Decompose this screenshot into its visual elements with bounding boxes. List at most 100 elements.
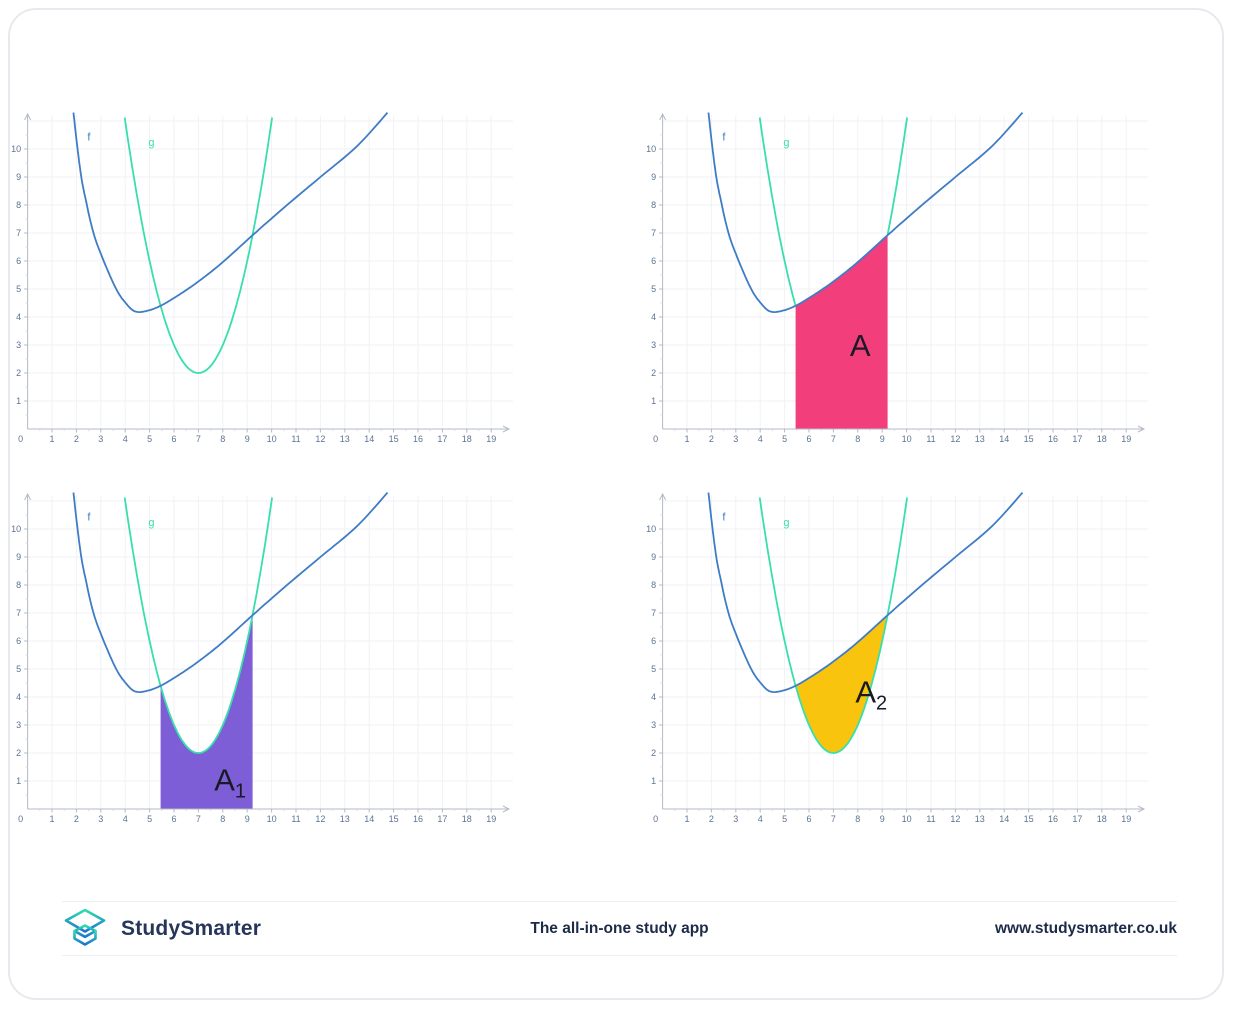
svg-text:9: 9 (245, 434, 250, 444)
page-card (8, 8, 1224, 1000)
svg-text:6: 6 (651, 256, 656, 266)
svg-text:9: 9 (16, 552, 21, 562)
curve-g (123, 497, 273, 754)
svg-text:14: 14 (999, 814, 1009, 824)
svg-text:1: 1 (49, 814, 54, 824)
svg-text:5: 5 (147, 434, 152, 444)
svg-text:7: 7 (16, 228, 21, 238)
curve-f (72, 492, 389, 694)
svg-text:10: 10 (11, 524, 21, 534)
svg-text:5: 5 (651, 664, 656, 674)
svg-text:8: 8 (855, 434, 860, 444)
svg-text:2: 2 (709, 434, 714, 444)
svg-text:4: 4 (651, 692, 656, 702)
svg-text:6: 6 (806, 814, 811, 824)
svg-text:2: 2 (74, 814, 79, 824)
svg-text:1: 1 (651, 396, 656, 406)
svg-text:5: 5 (16, 284, 21, 294)
plot-panel-curves-only: 0 1 2 3 4 5 6 7 8 9 10 11 12 13 14 15 16 17 18 19 1 2 3 4 5 6 7 8 9 1… (10, 100, 600, 460)
svg-text:4: 4 (16, 312, 21, 322)
svg-text:7: 7 (831, 814, 836, 824)
svg-text:4: 4 (123, 434, 128, 444)
brand: StudySmarter (62, 907, 261, 951)
svg-text:4: 4 (123, 814, 128, 824)
plot-area-A1: 0 1 2 3 4 5 6 7 8 9 10 11 12 13 14 15 16 17 18 191234567891… (11, 492, 513, 824)
svg-text:3: 3 (651, 340, 656, 350)
curve-g (758, 117, 797, 306)
svg-text:10: 10 (902, 814, 912, 824)
svg-text:0: 0 (18, 434, 23, 444)
svg-text:9: 9 (880, 434, 885, 444)
svg-text:2: 2 (74, 434, 79, 444)
svg-text:12: 12 (950, 814, 960, 824)
curve-f (707, 492, 1024, 694)
svg-text:14: 14 (999, 434, 1009, 444)
svg-text:8: 8 (651, 580, 656, 590)
svg-text:17: 17 (1072, 814, 1082, 824)
plot-area-A2: 0 1 2 3 4 5 6 7 8 9 10 11 12 13 14 15 16 17 18 191234567891… (646, 492, 1148, 824)
svg-text:6: 6 (806, 434, 811, 444)
svg-text:16: 16 (413, 434, 423, 444)
shaded-region (795, 615, 888, 753)
curve-f-label: f (87, 132, 91, 144)
svg-text:4: 4 (758, 814, 763, 824)
svg-text:2: 2 (651, 368, 656, 378)
svg-text:16: 16 (1048, 434, 1058, 444)
curve-f-label: f (722, 512, 726, 524)
shaded-region (160, 615, 253, 809)
svg-text:18: 18 (462, 814, 472, 824)
curve-f (707, 112, 1024, 314)
svg-text:9: 9 (16, 172, 21, 182)
svg-text:15: 15 (389, 814, 399, 824)
plot-area-A: 0 1 2 3 4 5 6 7 8 9 10 11 12 13 14 15 16 17 18 191234567891… (646, 112, 1148, 444)
svg-text:0: 0 (18, 814, 23, 824)
svg-text:6: 6 (16, 636, 21, 646)
svg-text:8: 8 (220, 434, 225, 444)
svg-text:7: 7 (196, 434, 201, 444)
footer-bar: StudySmarter The all-in-one study app ww… (62, 901, 1177, 956)
svg-text:3: 3 (733, 434, 738, 444)
curve-f-label: f (722, 132, 726, 144)
svg-text:13: 13 (340, 434, 350, 444)
svg-text:19: 19 (1121, 434, 1131, 444)
svg-text:10: 10 (267, 814, 277, 824)
svg-text:10: 10 (11, 144, 21, 154)
svg-text:19: 19 (1121, 814, 1131, 824)
svg-text:6: 6 (171, 434, 176, 444)
svg-text:14: 14 (364, 814, 374, 824)
svg-text:10: 10 (646, 144, 656, 154)
svg-text:1: 1 (16, 396, 21, 406)
svg-text:16: 16 (413, 814, 423, 824)
svg-text:6: 6 (16, 256, 21, 266)
svg-text:12: 12 (315, 814, 325, 824)
svg-text:5: 5 (16, 664, 21, 674)
svg-text:14: 14 (364, 434, 374, 444)
svg-text:18: 18 (1097, 814, 1107, 824)
svg-text:1: 1 (684, 434, 689, 444)
svg-text:7: 7 (651, 228, 656, 238)
svg-text:4: 4 (651, 312, 656, 322)
svg-text:11: 11 (926, 434, 935, 444)
svg-text:2: 2 (709, 814, 714, 824)
svg-text:3: 3 (98, 434, 103, 444)
svg-text:3: 3 (16, 340, 21, 350)
svg-text:5: 5 (147, 814, 152, 824)
svg-text:9: 9 (651, 552, 656, 562)
plot-panel-area-A1: 0 1 2 3 4 5 6 7 8 9 10 11 12 13 14 15 16 17 18 19 1 2 3 4 5 6 7 8 9 1… (10, 480, 600, 840)
svg-text:18: 18 (1097, 434, 1107, 444)
svg-text:11: 11 (291, 434, 300, 444)
svg-text:4: 4 (16, 692, 21, 702)
svg-text:11: 11 (926, 814, 935, 824)
curve-g-label: g (148, 137, 154, 149)
svg-text:15: 15 (389, 434, 399, 444)
svg-text:1: 1 (684, 814, 689, 824)
svg-text:8: 8 (16, 580, 21, 590)
svg-text:8: 8 (855, 814, 860, 824)
svg-text:17: 17 (437, 434, 447, 444)
svg-text:19: 19 (486, 814, 496, 824)
svg-text:11: 11 (291, 814, 300, 824)
studysmarter-logo-icon (64, 908, 106, 946)
svg-text:1: 1 (16, 776, 21, 786)
curve-g-label: g (148, 517, 154, 529)
svg-text:6: 6 (651, 636, 656, 646)
